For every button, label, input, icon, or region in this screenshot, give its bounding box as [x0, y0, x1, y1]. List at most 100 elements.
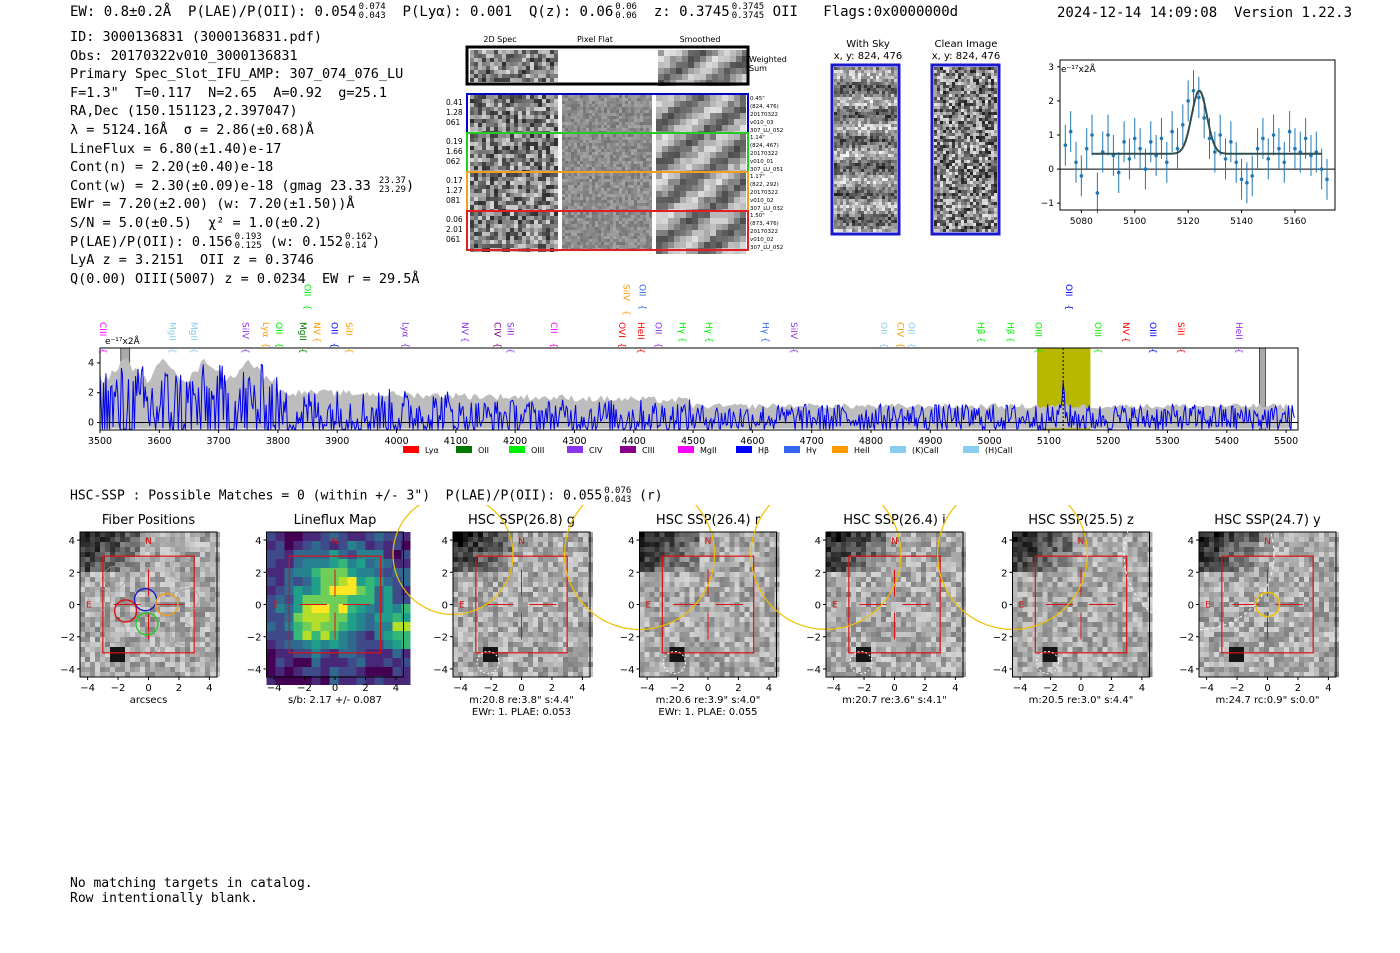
- pixel: [526, 54, 530, 58]
- pixel: [607, 149, 610, 152]
- pixel: [622, 146, 625, 149]
- pixel: [502, 58, 506, 62]
- pixel: [607, 158, 610, 161]
- pixel: [864, 190, 867, 193]
- pixel: [958, 100, 961, 103]
- pixel: [565, 125, 568, 128]
- pixel: [530, 54, 534, 58]
- pixel: [502, 154, 506, 158]
- pixel: [686, 203, 692, 209]
- pixel: [861, 148, 864, 151]
- pixel: [565, 236, 568, 239]
- pixel: [607, 134, 610, 137]
- pixel: [985, 94, 988, 97]
- pixel: [622, 98, 625, 101]
- fiber-pixel-flat: [562, 95, 652, 134]
- pixel: [595, 215, 598, 218]
- pixel: [518, 189, 522, 193]
- pixel: [879, 211, 882, 214]
- pixel: [716, 95, 722, 101]
- pixel: [482, 185, 486, 189]
- pixel: [601, 215, 604, 218]
- pixel: [526, 62, 530, 66]
- pixel: [834, 97, 837, 100]
- pixel: [646, 143, 649, 146]
- pixel: [634, 155, 637, 158]
- pixel: [861, 151, 864, 154]
- pixel: [625, 245, 628, 248]
- pixel: [882, 103, 885, 106]
- pixel: [662, 224, 668, 230]
- pixel: [522, 74, 526, 78]
- pixel: [637, 101, 640, 104]
- fiber-meta: 20170322: [750, 151, 778, 157]
- gap: [558, 134, 562, 171]
- pixel: [734, 224, 740, 230]
- pixel: [849, 112, 852, 115]
- pixel: [894, 211, 897, 214]
- pixel: [490, 216, 494, 220]
- pixel: [870, 130, 873, 133]
- pixel: [631, 179, 634, 182]
- pixel: [583, 242, 586, 245]
- pixel: [934, 76, 937, 79]
- pixel: [550, 74, 554, 78]
- pixel: [571, 152, 574, 155]
- pixel: [843, 229, 846, 232]
- pixel: [937, 127, 940, 130]
- pixel: [534, 78, 538, 82]
- pixel: [580, 194, 583, 197]
- pixel: [849, 199, 852, 202]
- pixel: [616, 203, 619, 206]
- pixel: [616, 143, 619, 146]
- pixel: [595, 227, 598, 230]
- pixel: [894, 157, 897, 160]
- pixel: [628, 125, 631, 128]
- weighted-label-2: Sum: [749, 64, 767, 73]
- pixel: [994, 136, 997, 139]
- pixel: [867, 202, 870, 205]
- pixel: [840, 187, 843, 190]
- pixel: [510, 154, 514, 158]
- pixel: [656, 113, 662, 119]
- pixel: [864, 208, 867, 211]
- pixel: [526, 216, 530, 220]
- pixel: [943, 142, 946, 145]
- pixel: [988, 118, 991, 121]
- pixel: [970, 106, 973, 109]
- pixel: [876, 133, 879, 136]
- pixel: [891, 91, 894, 94]
- pixel: [494, 232, 498, 236]
- pixel: [586, 236, 589, 239]
- pixel: [976, 130, 979, 133]
- pixel: [631, 173, 634, 176]
- pixel: [724, 74, 730, 80]
- pixel: [631, 122, 634, 125]
- pixel: [855, 160, 858, 163]
- pixel: [955, 79, 958, 82]
- fiber-weight: 081: [446, 196, 461, 205]
- pixel: [640, 179, 643, 182]
- pixel: [577, 212, 580, 215]
- pixel: [668, 230, 674, 236]
- pixel: [718, 50, 724, 56]
- pixel: [894, 202, 897, 205]
- pixel: [589, 107, 592, 110]
- pixel: [879, 148, 882, 151]
- pixel: [514, 138, 518, 142]
- pixel: [888, 73, 891, 76]
- pixel: [937, 70, 940, 73]
- pixel: [649, 98, 652, 101]
- pixel: [482, 201, 486, 205]
- pixel: [682, 68, 688, 74]
- pixel: [514, 173, 518, 177]
- pixel: [534, 138, 538, 142]
- pixel: [637, 221, 640, 224]
- pixel: [586, 191, 589, 194]
- pixel: [949, 118, 952, 121]
- pixel: [637, 227, 640, 230]
- pixel: [490, 58, 494, 62]
- pixel: [474, 123, 478, 127]
- pixel: [722, 218, 728, 224]
- pixel: [849, 160, 852, 163]
